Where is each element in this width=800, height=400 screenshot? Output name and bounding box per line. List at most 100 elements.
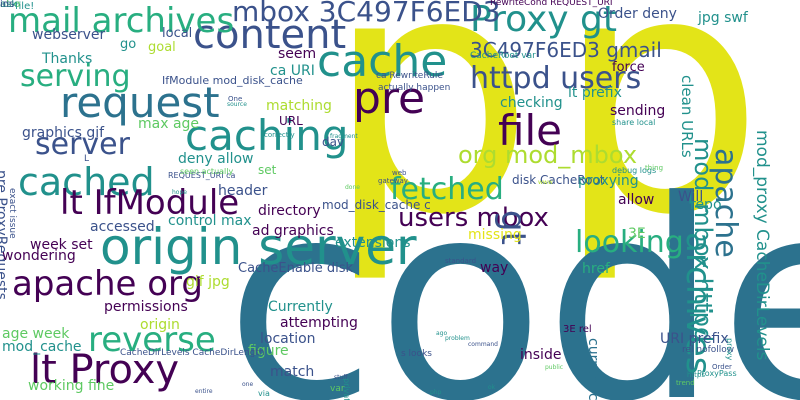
cloud-word: also — [0, 0, 21, 10]
cloud-word: request — [60, 78, 220, 127]
cloud-word: share local — [612, 118, 656, 127]
cloud-word: lt IfModule — [60, 183, 240, 223]
cloud-word: file — [498, 106, 562, 155]
cloud-word: mail archives — [8, 1, 235, 41]
cloud-word: source — [227, 101, 247, 108]
cloud-word: jpg swf — [698, 10, 748, 26]
cloud-word: Order — [712, 363, 732, 371]
cloud-word: header — [218, 183, 268, 199]
cloud-word: fragment — [330, 133, 358, 140]
cloud-word: apache org — [12, 264, 203, 304]
cloud-word: clean URLs — [678, 75, 696, 158]
cloud-word: L — [84, 154, 90, 164]
cloud-word: mod_cache — [2, 339, 82, 355]
cloud-word: CacheEnable disk — [238, 261, 354, 276]
cloud-word: way — [480, 260, 509, 276]
cloud-word: one — [242, 381, 254, 388]
cloud-word: proxy — [725, 338, 734, 361]
cloud-word: code — [225, 142, 800, 400]
cloud-word: mod_proxy CacheDirLevels — [752, 130, 772, 361]
cloud-word: ask — [0, 0, 18, 10]
cloud-word: RewriteCond REQUEST_URI — [490, 0, 613, 8]
cloud-word: One — [228, 95, 243, 103]
cloud-word: s looks — [401, 349, 432, 359]
cloud-word: seem — [278, 46, 317, 62]
cloud-word: server — [35, 127, 130, 162]
cloud-word: problem — [445, 335, 470, 342]
cloud-word: dav — [322, 135, 345, 149]
cloud-word: thing — [645, 164, 664, 172]
cloud-word: p — [555, 0, 765, 287]
cloud-word: figure — [248, 343, 289, 359]
cloud-word: control max — [168, 213, 252, 229]
cloud-word: force — [612, 60, 645, 75]
cloud-word: standard — [445, 257, 477, 265]
cloud-word: serving — [20, 59, 131, 94]
cloud-word: extensions — [335, 235, 411, 251]
cloud-word: inside — [520, 347, 562, 363]
cloud-word: allow — [618, 192, 655, 208]
cloud-word: command — [468, 341, 498, 348]
cloud-word: Will — [678, 189, 704, 205]
cloud-word: rel nofollow — [682, 345, 735, 355]
cloud-word: go — [120, 37, 137, 52]
cloud-word: graphics gif — [22, 125, 105, 141]
cloud-word: content — [193, 12, 347, 58]
cloud-word: ago — [436, 330, 448, 337]
cloud-word: location — [260, 331, 316, 347]
cloud-word: URI prefix — [660, 331, 729, 347]
cloud-word: correctly — [264, 131, 295, 139]
cloud-word: httpd users — [470, 61, 642, 96]
cloud-word: matching — [266, 98, 332, 114]
cloud-word: gif jpg — [186, 274, 230, 290]
cloud-word: www — [538, 179, 553, 186]
cloud-word: repo — [690, 197, 722, 213]
cloud-word: local — [162, 26, 193, 41]
cloud-word: origin — [140, 317, 180, 333]
cloud-word: REQUEST_URI ca — [168, 171, 236, 180]
cloud-word: ad graphics — [252, 223, 334, 239]
cloud-word: directory — [258, 203, 321, 219]
cloud-word: ProxyPass — [697, 369, 737, 378]
cloud-word: id — [0, 0, 10, 10]
cloud-word: var — [330, 384, 345, 394]
cloud-word: goal — [148, 40, 176, 55]
cloud-word: ca RewriteRule — [376, 71, 443, 81]
cloud-word: pre — [353, 73, 426, 124]
cloud-word: cached — [18, 160, 155, 204]
cloud-word: max age — [138, 116, 200, 132]
cloud-word: https — [687, 371, 706, 379]
cloud-word: URL — [279, 114, 303, 128]
cloud-word: Thanks — [42, 51, 93, 67]
cloud-word: CacheDirLevels CacheDirLength — [120, 348, 265, 358]
cloud-word: php — [430, 389, 442, 396]
cloud-word: p — [325, 0, 535, 287]
cloud-word: hope — [172, 189, 187, 196]
cloud-word: entire — [195, 388, 213, 395]
cloud-word: org mod_mbox — [458, 141, 638, 169]
cloud-word: ins — [0, 0, 15, 10]
cloud-word: cache — [317, 36, 448, 87]
cloud-word: exact issue — [7, 188, 17, 239]
cloud-word: week set — [30, 237, 93, 253]
cloud-word: trend — [676, 379, 695, 387]
cloud-word: wondering — [2, 248, 76, 264]
cloud-word: ok — [488, 384, 496, 391]
cloud-word: lt prefix — [568, 85, 622, 101]
cloud-word: caching — [185, 111, 349, 160]
cloud-word: checking — [500, 95, 563, 111]
cloud-word: sending — [610, 103, 666, 119]
cloud-word: current config — [585, 338, 601, 400]
cloud-word: IfModule mod_disk_cache — [162, 74, 303, 87]
cloud-word: mbox 3C497F6ED3 — [232, 0, 501, 28]
cloud-word: actually happen — [378, 83, 451, 93]
cloud-word: age week — [2, 326, 70, 342]
cloud-word: done — [345, 184, 360, 191]
cloud-word: CacheRoot var — [470, 51, 536, 61]
cloud-word: seen actually — [180, 167, 234, 176]
cloud-word: looking — [575, 225, 684, 260]
cloud-word: lt Proxy — [30, 347, 180, 393]
cloud-word: gateway — [378, 177, 408, 185]
cloud-word: match — [270, 364, 315, 380]
